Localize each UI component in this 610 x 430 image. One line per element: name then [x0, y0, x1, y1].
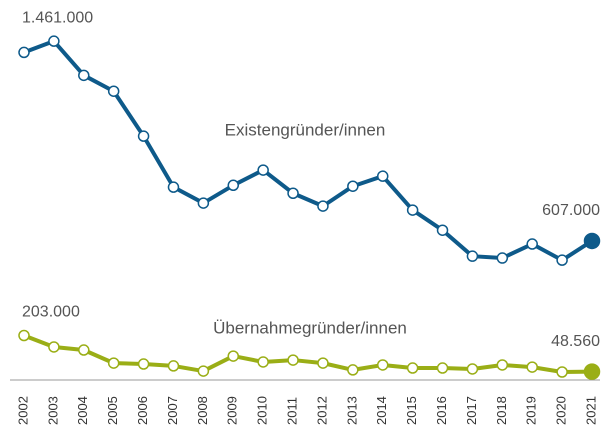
data-point	[257, 356, 269, 368]
x-tick-label: 2007	[165, 396, 180, 425]
series-line	[23, 39, 594, 263]
data-point	[167, 181, 180, 193]
data-point	[376, 170, 389, 182]
x-tick-label: 2003	[45, 396, 60, 425]
data-point	[48, 341, 60, 353]
x-tick-label: 2021	[583, 396, 598, 425]
series-label: Übernahmegründer/innen	[213, 318, 407, 337]
data-point	[227, 350, 240, 362]
x-tick-label: 2014	[374, 396, 389, 425]
data-point	[227, 179, 240, 192]
data-point	[526, 361, 538, 373]
data-point	[137, 130, 150, 142]
data-point	[167, 360, 180, 372]
data-point	[197, 197, 210, 209]
data-point	[466, 363, 479, 375]
data-point	[376, 359, 389, 371]
data-point	[78, 344, 90, 356]
data-point	[406, 362, 419, 374]
x-tick-label: 2009	[225, 396, 240, 425]
data-point	[287, 354, 299, 366]
data-point	[556, 366, 568, 378]
data-point	[78, 69, 90, 82]
x-tick-label: 2005	[105, 396, 120, 425]
data-point	[18, 46, 30, 59]
x-tick-label: 2004	[75, 396, 90, 425]
x-tick-label: 2015	[404, 396, 419, 425]
data-point	[496, 359, 509, 371]
x-tick-label: 2002	[15, 396, 30, 425]
x-tick-label: 2016	[434, 396, 449, 425]
data-point	[347, 364, 359, 376]
value-label: 607.000	[542, 202, 600, 219]
data-point	[556, 254, 568, 266]
data-point	[48, 35, 60, 47]
data-point	[317, 357, 329, 369]
value-label: 203.000	[22, 304, 80, 321]
x-tick-label: 2013	[344, 396, 359, 425]
x-tick-label: 2017	[464, 396, 479, 425]
data-point	[18, 329, 30, 342]
data-point	[583, 363, 601, 380]
x-tick-label: 2006	[135, 396, 150, 425]
data-point	[466, 250, 479, 262]
x-tick-label: 2018	[494, 396, 509, 425]
data-point	[583, 232, 601, 250]
data-point	[257, 164, 269, 176]
series-label: Existengründer/innen	[225, 120, 386, 139]
x-tick-label: 2019	[524, 396, 539, 425]
value-label: 48.560	[551, 333, 600, 350]
data-point	[526, 238, 538, 250]
data-point	[436, 224, 449, 236]
data-point	[197, 365, 210, 377]
x-tick-label: 2011	[284, 397, 299, 425]
x-tick-label: 2010	[255, 396, 270, 425]
data-point	[137, 358, 150, 370]
data-point	[436, 362, 449, 374]
data-point	[406, 204, 419, 216]
x-tick-label: 2008	[195, 396, 210, 425]
x-tick-label: 2020	[554, 396, 569, 425]
x-tick-label: 2012	[314, 396, 329, 425]
data-point	[317, 200, 329, 212]
data-point	[107, 357, 120, 369]
value-label: 1.461.000	[22, 9, 93, 26]
data-point	[496, 252, 509, 264]
data-point	[287, 187, 299, 199]
data-point	[107, 85, 120, 97]
data-point	[347, 180, 359, 192]
